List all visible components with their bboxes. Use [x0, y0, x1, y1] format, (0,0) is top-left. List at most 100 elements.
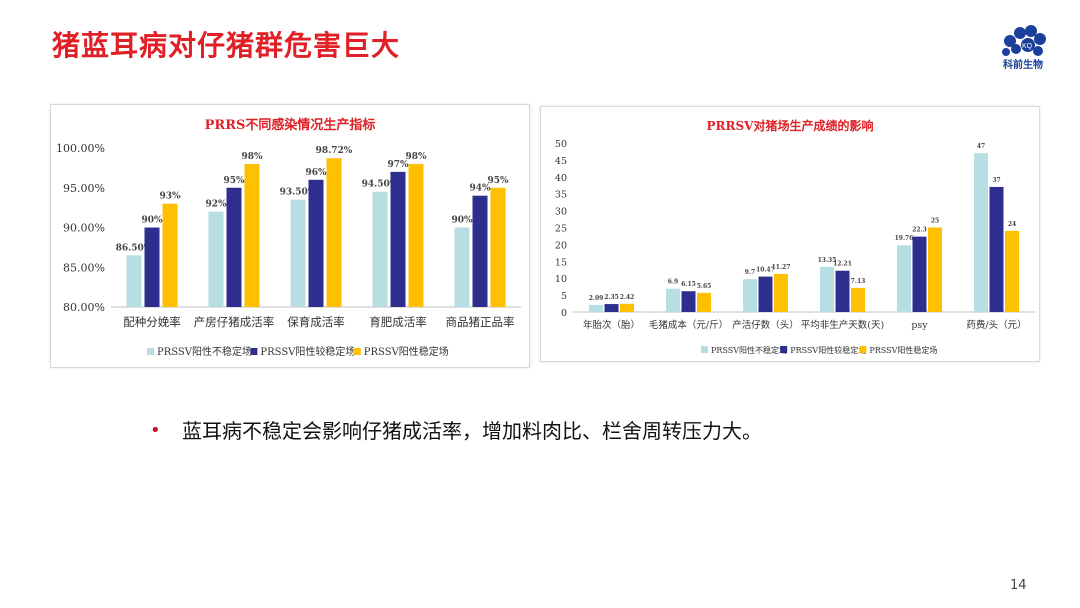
chart-production-indicators: PRRS不同感染情况生产指标 80.00% 85.00% 90.00% 95.00% 10… [56, 117, 521, 358]
legend-swatch [780, 346, 788, 353]
bar [974, 153, 988, 312]
data-label: 7.13 [851, 278, 866, 285]
bar [454, 227, 470, 307]
bar [244, 163, 260, 307]
data-label: 95% [223, 176, 245, 186]
y-tick-label: 35 [555, 190, 567, 201]
bar [758, 276, 773, 312]
data-label: 24 [1008, 221, 1016, 228]
bar [226, 187, 242, 307]
bar [208, 211, 224, 307]
data-label: 95% [487, 176, 509, 186]
legend-label: PRSSV阳性不稳定场 [157, 345, 252, 358]
bar [126, 255, 142, 307]
x-category-label: 产房仔猪成活率 [194, 315, 275, 329]
chart-production-performance: PRRSV对猪场生产成绩的影响 0 5 10 15 20 25 30 35 40 45 50 年胎次（胎… [555, 118, 1035, 355]
data-label: 37 [992, 177, 1000, 184]
y-tick-label: 85.00% [63, 261, 105, 274]
y-tick-label: 0 [561, 308, 567, 319]
legend-swatch [353, 348, 361, 355]
data-label: 94% [469, 184, 491, 194]
data-label: 2.09 [589, 295, 604, 302]
data-label: 93.50% [280, 188, 317, 198]
bar [820, 266, 834, 312]
data-label: 2.35 [604, 294, 619, 301]
bar [290, 199, 306, 307]
logo-mark-text: KQ [1022, 43, 1033, 50]
legend-label: PRSSV阳性稳定场 [364, 345, 449, 358]
page-number: 14 [1010, 578, 1027, 593]
data-label: 98% [241, 152, 263, 162]
x-category-label: 配种分娩率 [123, 315, 181, 329]
bar [928, 227, 942, 312]
x-category-label: psy [911, 320, 928, 331]
data-label: 11.27 [772, 264, 791, 271]
data-label: 13.35 [818, 257, 837, 264]
y-tick-label: 20 [555, 240, 567, 251]
x-category-label: 商品猪正品率 [446, 315, 515, 329]
legend-label: PRSSV阳性较稳定场 [260, 345, 355, 358]
data-label: 19.76 [895, 235, 914, 242]
bar [681, 291, 696, 312]
y-tick-label: 25 [555, 224, 567, 235]
data-label: 47 [977, 143, 985, 150]
bar [774, 273, 788, 312]
bar [897, 245, 911, 312]
bar [620, 303, 634, 312]
data-label: 22.3 [912, 227, 927, 234]
x-category-label: 育肥成活率 [369, 315, 427, 329]
chart-title: PRRSV对猪场生产成绩的影响 [707, 118, 874, 133]
logo-label: 科前生物 [1003, 60, 1043, 71]
y-tick-label: 95.00% [63, 182, 105, 195]
bar [390, 171, 406, 307]
legend-swatch [701, 346, 708, 353]
bar [912, 236, 927, 312]
bar [589, 304, 603, 312]
data-label: 9.7 [745, 269, 755, 276]
y-tick-label: 10 [555, 274, 567, 285]
y-tick-label: 100.00% [56, 142, 105, 155]
data-label: 97% [387, 160, 409, 170]
bar [472, 195, 488, 307]
bar [666, 288, 680, 312]
legend-swatch [859, 346, 867, 353]
y-tick-label: 50 [555, 139, 567, 150]
y-tick-label: 40 [555, 173, 567, 184]
bar [743, 279, 757, 312]
slide-title: 猪蓝耳病对仔猪群危害巨大 [52, 29, 401, 62]
y-tick-label: 90.00% [63, 222, 105, 235]
bar [989, 186, 1004, 312]
bar [326, 158, 342, 307]
x-category-label: 毛猪成本（元/斤） [649, 319, 728, 331]
y-tick-label: 45 [555, 156, 567, 167]
data-label: 98.72% [316, 146, 353, 156]
data-label: 96% [305, 168, 327, 178]
bar [162, 203, 178, 307]
x-category-label: 平均非生产天数(天) [801, 319, 884, 331]
bar [372, 191, 388, 307]
data-label: 6.15 [681, 281, 696, 288]
bar [835, 270, 850, 312]
bar [144, 227, 160, 307]
chart-panel-left: PRRS不同感染情况生产指标 80.00% 85.00% 90.00% 95.00% 10… [50, 104, 530, 368]
data-label: 25 [931, 218, 939, 225]
bar [1005, 230, 1019, 312]
y-tick-label: 80.00% [63, 301, 105, 314]
data-label: 94.50% [362, 180, 399, 190]
data-label: 98% [405, 152, 427, 162]
legend-label: PRSSV阳性稳定场 [869, 345, 937, 355]
data-label: 10.47 [756, 267, 775, 274]
data-label: 92% [205, 200, 227, 210]
legend-swatch [250, 348, 258, 355]
chart-title: PRRS不同感染情况生产指标 [205, 117, 376, 133]
x-category-label: 保育成活率 [287, 315, 345, 329]
data-label: 90% [141, 216, 163, 226]
bar [490, 187, 506, 307]
y-tick-label: 30 [555, 207, 567, 218]
x-category-label: 产活仔数（头） [732, 319, 799, 331]
bullet-text: 蓝耳病不稳定会影响仔猪成活率，增加料肉比、栏舍周转压力大。 [182, 419, 762, 443]
data-label: 90% [451, 216, 473, 226]
company-logo-icon: KQ [1002, 25, 1046, 56]
y-tick-label: 5 [561, 291, 567, 302]
legend-swatch [147, 348, 154, 355]
